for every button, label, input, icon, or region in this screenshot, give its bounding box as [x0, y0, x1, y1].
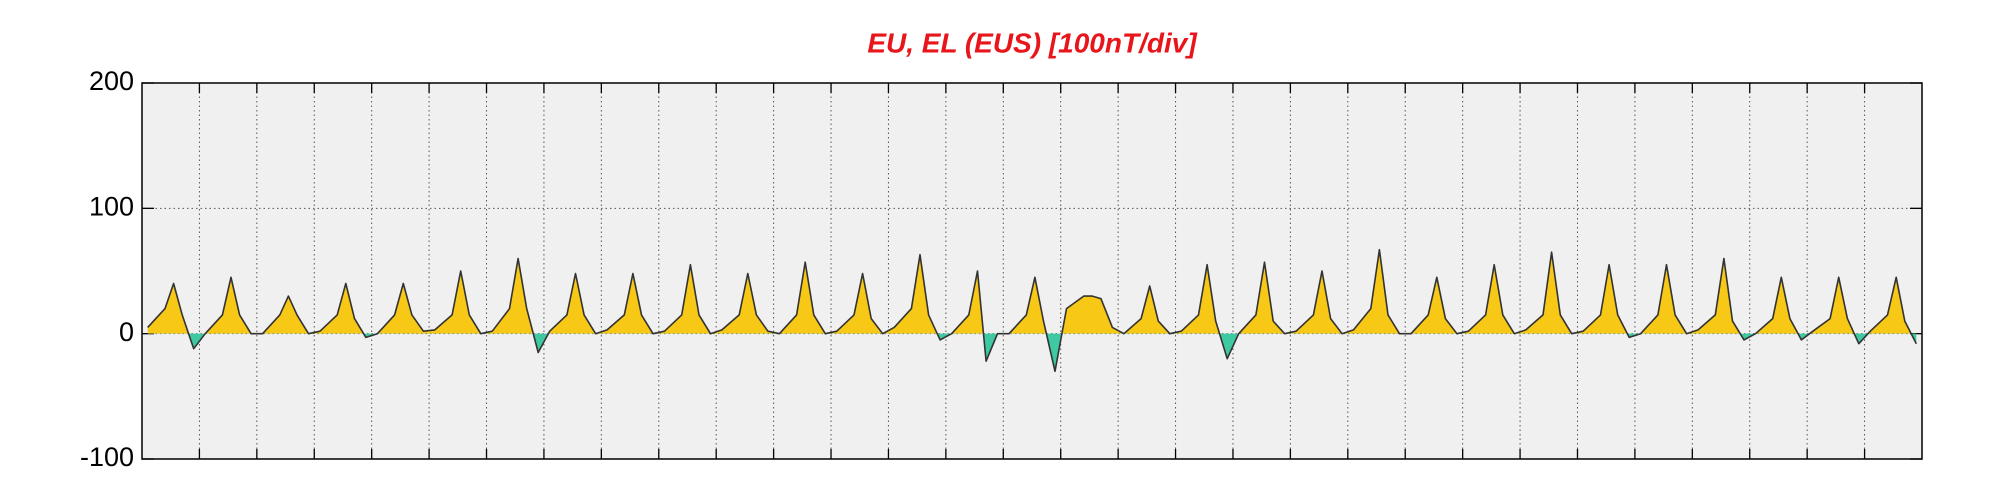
y-tick-label: 0	[119, 317, 134, 347]
chart-title: EU, EL (EUS) [100nT/div]	[867, 27, 1198, 58]
plot-background	[142, 83, 1922, 459]
y-tick-label: 100	[89, 191, 134, 221]
line	[147, 248, 1918, 373]
y-tick-label: -100	[80, 442, 134, 472]
y-tick-label: 200	[89, 66, 134, 96]
plot-frame	[141, 82, 1923, 460]
area	[147, 249, 1917, 372]
